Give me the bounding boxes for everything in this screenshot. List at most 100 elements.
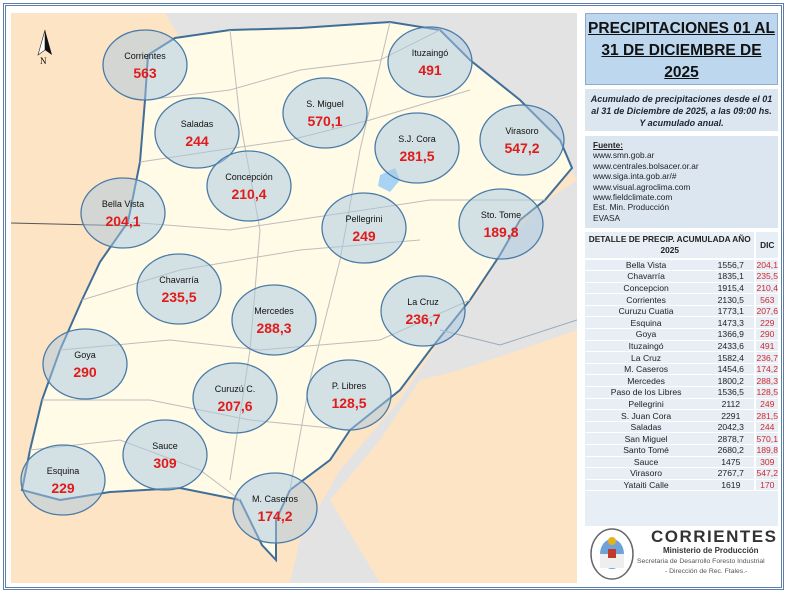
- station-circle: [306, 359, 392, 431]
- table-row: Bella Vista 1556,7 204,1: [585, 259, 778, 272]
- cell-annual: 1536,5: [707, 386, 756, 399]
- station-value: 281,5: [399, 148, 434, 164]
- station-bubble: S.J. Cora 281,5: [374, 112, 460, 184]
- source-item: www.centrales.bolsacer.or.ar: [593, 160, 699, 171]
- station-bubble: Mercedes 288,3: [231, 284, 317, 356]
- station-bubble: Curuzú C. 207,6: [192, 362, 278, 434]
- cell-annual: 1619: [707, 479, 756, 492]
- station-value: 288,3: [256, 320, 291, 336]
- source-item: www.siga.inta.gob.ar/#: [593, 171, 677, 182]
- table-row: Curuzu Cuatia 1773,1 207,6: [585, 305, 778, 318]
- ministry-logo: CORRIENTES Ministerio de Producción Secr…: [585, 527, 778, 581]
- source-item: EVASA: [593, 212, 621, 223]
- frame: [3, 3, 784, 590]
- station-value: 174,2: [257, 508, 292, 524]
- cell-annual: 1556,7: [707, 259, 756, 272]
- precipitation-table: DETALLE DE PRECIP. ACUMULADA AÑO 2025 DI…: [585, 232, 778, 526]
- cell-annual: 1475: [707, 456, 756, 469]
- logo-name: CORRIENTES: [651, 527, 778, 546]
- source-item: www.fieldclimate.com: [593, 192, 673, 203]
- station-value: 290: [73, 364, 97, 380]
- station-bubble: Ituzaingó 491: [387, 26, 473, 98]
- cell-station: Chavarría: [585, 270, 708, 283]
- table-header-dic: DIC: [754, 232, 778, 260]
- station-name: Corrientes: [124, 51, 166, 61]
- table-row: Paso de los Libres 1536,5 128,5: [585, 386, 778, 399]
- station-value: 235,5: [161, 289, 196, 305]
- station-bubble: Pellegrini 249: [321, 192, 407, 264]
- station-name: Saladas: [181, 119, 214, 129]
- cell-annual: 2680,2: [707, 444, 756, 457]
- cell-annual: 1800,2: [707, 374, 756, 388]
- river: [439, 319, 577, 346]
- station-name: Mercedes: [254, 306, 294, 316]
- logo-direction: - Dirección de Rec. Ftales.-: [665, 568, 748, 575]
- cell-dic: 236,7: [754, 351, 778, 364]
- cell-annual: 2130,5: [707, 293, 756, 306]
- station-bubble: S. Miguel 570,1: [282, 77, 368, 149]
- station-circle: [154, 97, 240, 169]
- station-value: 210,4: [231, 186, 266, 202]
- cell-station: San Miguel: [585, 432, 708, 445]
- cell-dic: 547,2: [754, 467, 778, 480]
- station-circle: [387, 26, 473, 98]
- cell-annual: 2112: [707, 398, 756, 411]
- station-name: Virasoro: [505, 126, 538, 136]
- station-circle: [374, 112, 460, 184]
- cell-annual: 1473,3: [707, 316, 756, 330]
- table-row: Yataiti Calle 1619 170: [585, 479, 778, 492]
- cell-dic: 204,1: [754, 259, 778, 272]
- north-label: N: [40, 56, 47, 66]
- station-bubble: M. Caseros 174,2: [232, 472, 318, 544]
- sources: Fuente: www.smn.gob.ar www.centrales.bols…: [585, 136, 778, 228]
- table-row: Esquina 1473,3 229: [585, 316, 778, 330]
- station-name: S.J. Cora: [398, 134, 436, 144]
- table-row: Goya 1366,9 290: [585, 328, 778, 341]
- station-bubble: Sto. Tome 189,8: [458, 188, 544, 260]
- precipitation-map: Corrientes 563 Ituzaingó 491 Saladas 244 S. Mi…: [11, 13, 577, 583]
- table-row: La Cruz 1582,4 236,7: [585, 351, 778, 364]
- station-value: 249: [352, 228, 376, 244]
- station-name: Esquina: [47, 466, 80, 476]
- table-row: Sauce 1475 309: [585, 456, 778, 469]
- station-value: 244: [185, 133, 209, 149]
- cell-station: Sauce: [585, 456, 708, 469]
- cell-annual: 2433,6: [707, 340, 756, 353]
- table-row: Ituzaingó 2433,6 491: [585, 340, 778, 353]
- cell-dic: 210,4: [754, 282, 778, 295]
- station-circle: [380, 275, 466, 347]
- station-bubble: Goya 290: [42, 328, 128, 400]
- cell-annual: 1773,1: [707, 305, 756, 318]
- station-value: 491: [418, 62, 442, 78]
- table-row: M. Caseros 1454,6 174,2: [585, 363, 778, 376]
- cell-dic: 570,1: [754, 432, 778, 445]
- cell-annual: 2878,7: [707, 432, 756, 445]
- cell-dic: 290: [754, 328, 778, 341]
- cell-station: S. Juan Cora: [585, 409, 708, 422]
- table-row: Corrientes 2130,5 563: [585, 293, 778, 306]
- cell-annual: 1915,4: [707, 282, 756, 295]
- station-name: M. Caseros: [252, 494, 299, 504]
- table-row: Pellegrini 2112 249: [585, 398, 778, 411]
- cell-station: Concepcion: [585, 282, 708, 295]
- station-bubble: Corrientes 563: [102, 29, 188, 101]
- station-value: 229: [51, 480, 75, 496]
- table-row: Mercedes 1800,2 288,3: [585, 374, 778, 388]
- station-circle: [282, 77, 368, 149]
- cell-dic: 563: [754, 293, 778, 306]
- table-row: San Miguel 2878,7 570,1: [585, 432, 778, 445]
- logo-secretariat: Secretaria de Desarrollo Foresto Industr…: [637, 558, 765, 565]
- cell-station: Corrientes: [585, 293, 708, 306]
- station-name: Chavarría: [159, 275, 199, 285]
- table-row: Santo Tomé 2680,2 189,8: [585, 444, 778, 457]
- cell-station: Pellegrini: [585, 398, 708, 411]
- table-row: Saladas 2042,3 244: [585, 421, 778, 434]
- uruguay-area: [330, 330, 577, 583]
- station-circle: [122, 419, 208, 491]
- table-header: DETALLE DE PRECIP. ACUMULADA AÑO 2025: [585, 232, 756, 260]
- station-name: Bella Vista: [102, 199, 144, 209]
- cell-station: Saladas: [585, 421, 708, 434]
- station-value: 547,2: [504, 140, 539, 156]
- station-value: 207,6: [217, 398, 252, 414]
- source-item: Est. Min. Producción: [593, 202, 670, 213]
